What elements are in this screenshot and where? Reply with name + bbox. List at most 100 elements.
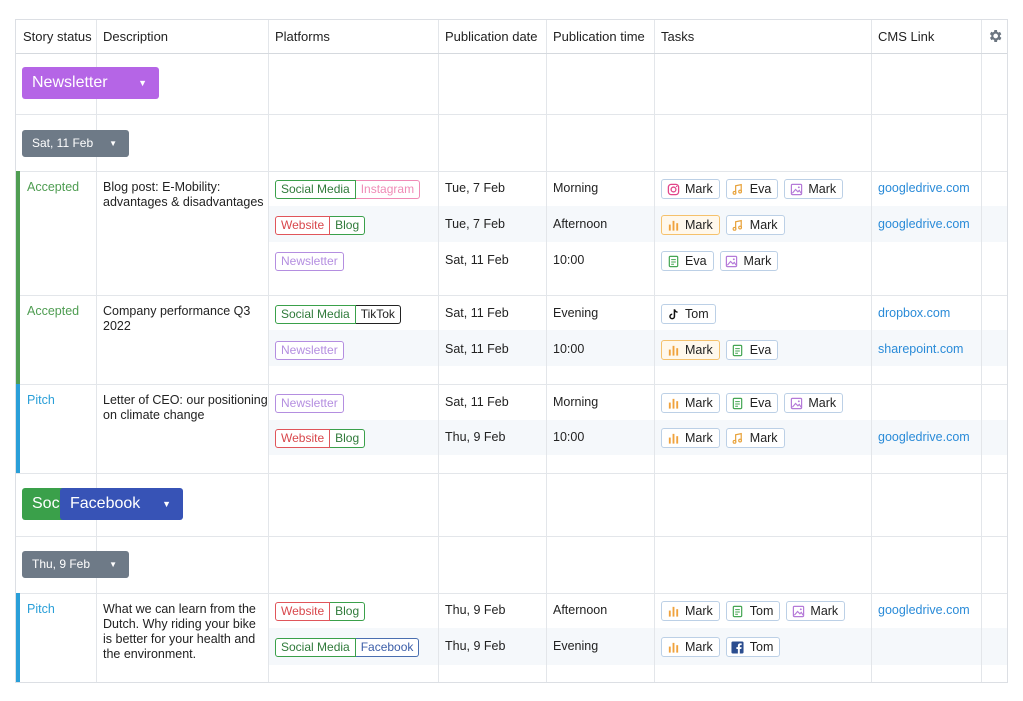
cms-link[interactable]: googledrive.com	[878, 430, 970, 444]
image-icon	[789, 182, 803, 196]
task-chips: Eva Mark	[661, 251, 779, 271]
publication-time[interactable]: Afternoon	[553, 603, 608, 617]
publication-time[interactable]: Evening	[553, 306, 599, 320]
cms-link[interactable]: dropbox.com	[878, 306, 951, 320]
story-status[interactable]: Accepted	[27, 180, 80, 194]
chevron-down-icon: ▼	[109, 560, 117, 569]
platform-tag-social-media[interactable]: Social Media	[275, 180, 356, 199]
platform-tag-social-media[interactable]: Social Media	[275, 638, 356, 657]
row-divider	[16, 114, 1007, 115]
column-header-publication-time[interactable]: Publication time	[553, 29, 645, 44]
bar-chart-icon	[666, 431, 680, 445]
row-band	[268, 206, 1007, 242]
task-chip[interactable]: Eva	[725, 179, 779, 199]
task-chips: Tom	[661, 304, 716, 324]
publication-time[interactable]: Morning	[553, 395, 599, 409]
publication-date[interactable]: Tue, 7 Feb	[445, 181, 505, 195]
publication-time[interactable]: 10:00	[553, 342, 585, 356]
platform-tag-blog[interactable]: Blog	[330, 429, 366, 448]
platform-tag-social-media[interactable]: Social Media	[275, 305, 356, 324]
platform-tag-facebook[interactable]: Facebook	[355, 638, 420, 657]
audio-file-icon	[731, 431, 745, 445]
task-chip[interactable]: Mark	[661, 601, 720, 621]
publication-date[interactable]: Sat, 11 Feb	[445, 395, 509, 409]
column-header-story-status[interactable]: Story status	[23, 29, 92, 44]
column-divider	[981, 20, 982, 682]
task-chip[interactable]: Mark	[719, 251, 779, 271]
task-chip[interactable]: Mark	[784, 179, 844, 199]
platform-tag-website[interactable]: Website	[275, 602, 331, 621]
task-chip[interactable]: Mark	[661, 340, 720, 360]
story-description[interactable]: Letter of CEO: our positioning on climat…	[103, 393, 268, 422]
task-chip[interactable]: Tom	[661, 304, 716, 324]
cms-link[interactable]: googledrive.com	[878, 217, 970, 231]
task-assignee: Tom	[749, 604, 774, 618]
task-chip[interactable]: Mark	[661, 215, 720, 235]
task-chip[interactable]: Mark	[661, 393, 720, 413]
row-divider	[16, 171, 1007, 172]
column-header-cms-link[interactable]: CMS Link	[878, 29, 935, 44]
publication-date[interactable]: Sat, 11 Feb	[445, 253, 509, 267]
task-chip[interactable]: Eva	[661, 251, 714, 271]
date-group-button[interactable]: Sat, 11 Feb ▼	[22, 130, 129, 157]
task-chip[interactable]: Eva	[725, 340, 779, 360]
task-assignee: Mark	[743, 254, 772, 268]
publication-time[interactable]: 10:00	[553, 253, 585, 267]
task-chip[interactable]: Mark	[661, 428, 720, 448]
story-status[interactable]: Pitch	[27, 393, 55, 407]
platform-tag-blog[interactable]: Blog	[330, 602, 366, 621]
publication-date[interactable]: Sat, 11 Feb	[445, 306, 509, 320]
task-chip[interactable]: Eva	[725, 393, 779, 413]
story-status[interactable]: Pitch	[27, 602, 55, 616]
cms-link[interactable]: sharepoint.com	[878, 342, 964, 356]
task-chip[interactable]: Mark	[725, 215, 785, 235]
publication-date[interactable]: Thu, 9 Feb	[445, 430, 506, 444]
publication-time[interactable]: Morning	[553, 181, 599, 195]
platform-tag-blog[interactable]: Blog	[330, 216, 366, 235]
publication-date[interactable]: Tue, 7 Feb	[445, 217, 505, 231]
platform-tag-website[interactable]: Website	[275, 429, 331, 448]
platform-tag-newsletter[interactable]: Newsletter	[275, 252, 344, 271]
group-button-newsletter[interactable]: Newsletter ▼	[22, 67, 159, 99]
row-band	[268, 330, 1007, 366]
task-assignee: Tom	[685, 307, 709, 321]
story-status[interactable]: Accepted	[27, 304, 80, 318]
task-chip[interactable]: Tom	[725, 637, 781, 657]
publication-date[interactable]: Thu, 9 Feb	[445, 603, 506, 617]
status-color-bar	[16, 384, 20, 473]
task-assignee: Eva	[685, 254, 707, 268]
task-chip[interactable]: Tom	[725, 601, 781, 621]
publication-date[interactable]: Sat, 11 Feb	[445, 342, 509, 356]
cms-link[interactable]: googledrive.com	[878, 603, 970, 617]
platform-tag-newsletter[interactable]: Newsletter	[275, 394, 344, 413]
date-group-button[interactable]: Thu, 9 Feb ▼	[22, 551, 129, 578]
task-chip[interactable]: Mark	[661, 179, 720, 199]
publication-time[interactable]: Afternoon	[553, 217, 608, 231]
column-header-description[interactable]: Description	[103, 29, 169, 44]
task-chip[interactable]: Mark	[786, 601, 846, 621]
task-assignee: Mark	[749, 218, 778, 232]
publication-date[interactable]: Thu, 9 Feb	[445, 639, 506, 653]
column-header-publication-date[interactable]: Publication date	[445, 29, 538, 44]
publication-time[interactable]: Evening	[553, 639, 599, 653]
story-description[interactable]: What we can learn from the Dutch. Why ri…	[103, 602, 256, 661]
task-chip[interactable]: Mark	[784, 393, 844, 413]
group-button-facebook[interactable]: Facebook ▼	[60, 488, 183, 520]
settings-gear-icon[interactable]	[987, 28, 1003, 44]
task-chip[interactable]: Mark	[661, 637, 720, 657]
platform-tag-instagram[interactable]: Instagram	[355, 180, 421, 199]
platform-tag-website[interactable]: Website	[275, 216, 331, 235]
column-header-tasks[interactable]: Tasks	[661, 29, 695, 44]
story-description[interactable]: Blog post: E-Mobility: advantages & disa…	[103, 180, 264, 209]
platform-tags: Newsletter	[275, 341, 344, 360]
publication-time[interactable]: 10:00	[553, 430, 585, 444]
column-header-platforms[interactable]: Platforms	[275, 29, 330, 44]
task-assignee: Eva	[749, 182, 772, 196]
task-chip[interactable]: Mark	[725, 428, 785, 448]
platform-tag-tiktok[interactable]: TikTok	[355, 305, 401, 324]
platform-tag-newsletter[interactable]: Newsletter	[275, 341, 344, 360]
task-assignee: Mark	[749, 431, 778, 445]
cms-link[interactable]: googledrive.com	[878, 181, 970, 195]
column-divider	[871, 20, 872, 682]
story-description[interactable]: Company performance Q3 2022	[103, 304, 251, 333]
